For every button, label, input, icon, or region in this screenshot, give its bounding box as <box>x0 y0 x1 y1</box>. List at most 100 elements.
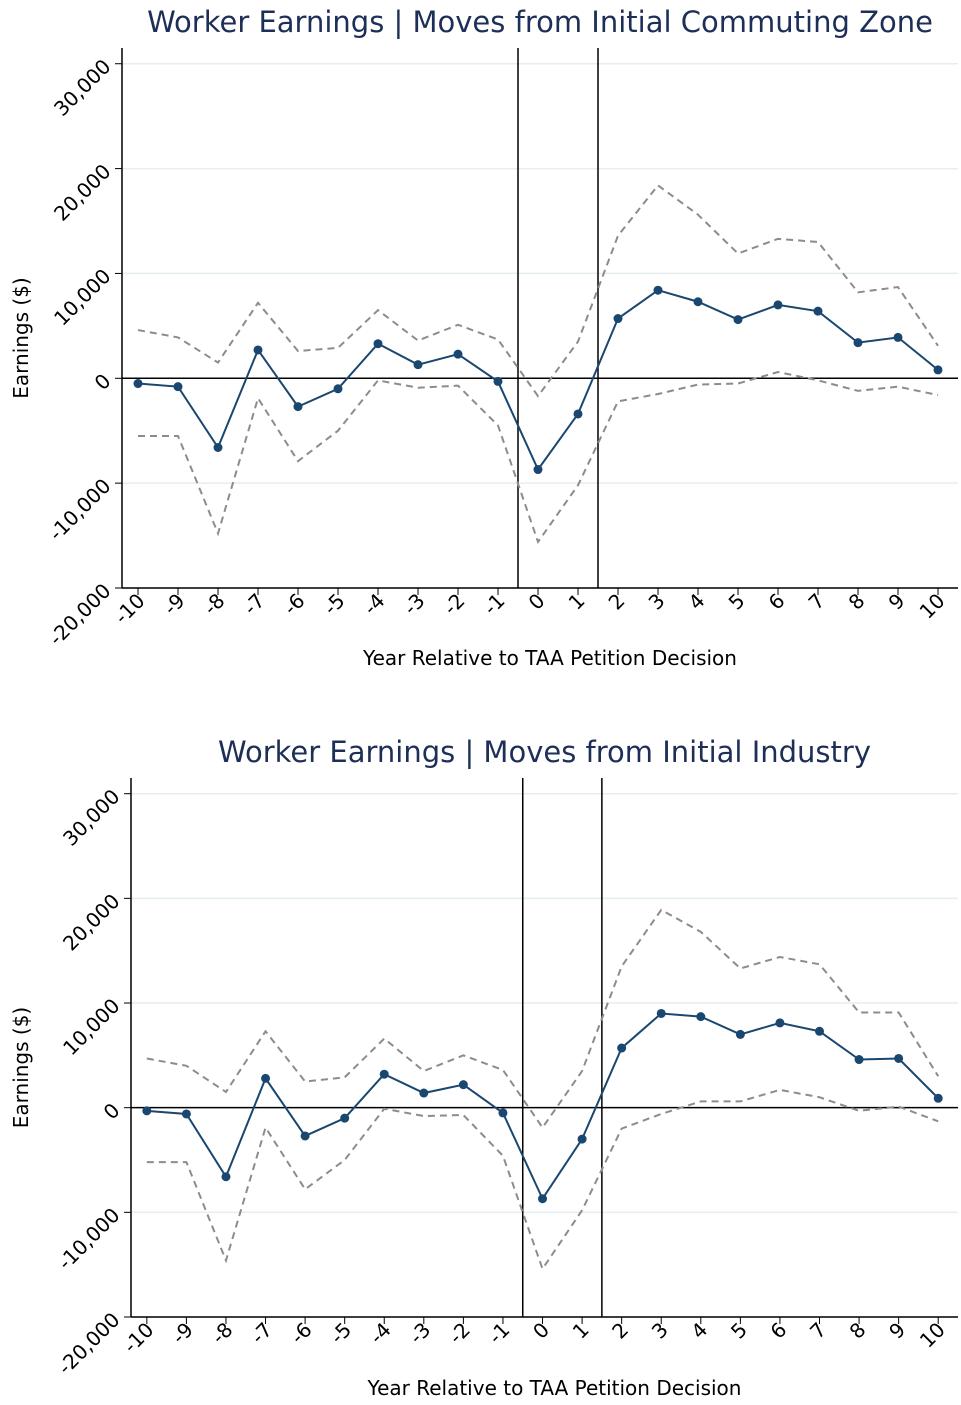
x-tick-label: 0 <box>524 589 550 615</box>
y-tick-label: -20,000 <box>53 1308 125 1380</box>
x-tick-label: 2 <box>607 1318 633 1344</box>
point <box>173 382 183 392</box>
x-tick-label: -5 <box>325 1318 356 1349</box>
y-tick-label: 0 <box>99 1098 125 1124</box>
point <box>300 1131 310 1141</box>
x-tick-label: 9 <box>884 589 910 615</box>
x-tick-label: 8 <box>845 1318 871 1344</box>
y-tick-label: 30,000 <box>49 54 115 120</box>
point <box>613 314 623 324</box>
x-tick-label: 0 <box>528 1318 554 1344</box>
chart: Worker Earnings | Moves from Initial Com… <box>9 5 958 670</box>
x-tick-label: 3 <box>647 1318 673 1344</box>
x-tick-label: -8 <box>206 1318 237 1349</box>
x-tick-label: 7 <box>804 589 830 615</box>
x-axis-label: Year Relative to TAA Petition Decision <box>362 646 737 670</box>
y-tick-label: 20,000 <box>49 159 115 225</box>
point <box>854 1055 864 1065</box>
point <box>933 365 943 375</box>
point <box>413 360 423 370</box>
point <box>253 345 263 355</box>
x-tick-label: 10 <box>915 1318 950 1353</box>
y-tick-label: -20,000 <box>44 579 116 651</box>
chart-title: Worker Earnings | Moves from Initial Ind… <box>218 735 871 769</box>
point <box>733 315 743 325</box>
point <box>573 409 583 419</box>
ci-line <box>138 370 939 545</box>
point <box>617 1043 627 1053</box>
point <box>693 297 703 307</box>
x-tick-label: -9 <box>167 1318 198 1349</box>
point <box>373 339 383 349</box>
x-tick-label: 3 <box>644 589 670 615</box>
point <box>453 349 463 359</box>
x-tick-label: 10 <box>915 589 950 624</box>
x-tick-label: 6 <box>764 589 790 615</box>
point <box>773 300 783 310</box>
x-tick-label: -1 <box>483 1318 514 1349</box>
x-axis-label: Year Relative to TAA Petition Decision <box>367 1376 742 1400</box>
x-tick-label: -7 <box>238 589 269 620</box>
point <box>213 442 223 452</box>
y-tick-label: 30,000 <box>58 784 124 850</box>
point <box>333 384 343 394</box>
y-axis-label: Earnings ($) <box>9 277 33 398</box>
point <box>577 1134 587 1144</box>
estimate-line <box>146 1012 939 1201</box>
chart: Worker Earnings | Moves from Initial Ind… <box>9 735 958 1400</box>
x-tick-label: -1 <box>478 589 509 620</box>
x-tick-label: -6 <box>278 589 309 620</box>
point <box>221 1172 231 1182</box>
point <box>340 1113 350 1123</box>
x-tick-label: -3 <box>398 589 429 620</box>
point <box>133 379 143 389</box>
ci-line <box>146 908 940 1130</box>
x-tick-label: -2 <box>444 1318 475 1349</box>
point <box>293 402 303 412</box>
point <box>735 1029 745 1039</box>
x-tick-label: 5 <box>726 1318 752 1344</box>
point <box>815 1026 825 1036</box>
point <box>379 1069 389 1079</box>
y-tick-label: -10,000 <box>53 1203 125 1275</box>
y-tick-label: 10,000 <box>58 994 124 1060</box>
ci-line <box>146 1088 939 1272</box>
x-tick-label: -2 <box>438 589 469 620</box>
point <box>813 306 823 316</box>
point <box>538 1194 548 1204</box>
point <box>696 1012 706 1022</box>
point <box>933 1093 943 1103</box>
x-tick-label: 6 <box>765 1318 791 1344</box>
point <box>261 1073 271 1083</box>
point <box>181 1109 191 1119</box>
x-tick-label: -3 <box>404 1318 435 1349</box>
point <box>894 1053 904 1063</box>
y-axis-label: Earnings ($) <box>9 1007 33 1128</box>
y-tick-label: 10,000 <box>49 264 115 330</box>
x-tick-label: -6 <box>286 1318 317 1349</box>
point <box>775 1018 785 1028</box>
x-tick-label: -4 <box>358 589 389 620</box>
point <box>853 338 863 348</box>
x-tick-label: 9 <box>884 1318 910 1344</box>
x-tick-label: -4 <box>365 1318 396 1349</box>
point <box>656 1008 666 1018</box>
x-tick-label: 4 <box>686 1318 712 1344</box>
y-tick-label: -10,000 <box>44 474 116 546</box>
x-tick-label: 5 <box>724 589 750 615</box>
x-tick-label: -7 <box>246 1318 277 1349</box>
x-tick-label: -5 <box>318 589 349 620</box>
x-tick-label: -9 <box>158 589 189 620</box>
point <box>419 1088 429 1098</box>
x-tick-label: -10 <box>109 589 149 629</box>
point <box>533 465 543 475</box>
point <box>458 1080 468 1090</box>
x-tick-label: 8 <box>844 589 870 615</box>
x-tick-label: 4 <box>684 589 710 615</box>
chart-title: Worker Earnings | Moves from Initial Com… <box>147 5 933 39</box>
point <box>498 1108 508 1118</box>
point <box>493 376 503 386</box>
x-tick-label: 1 <box>568 1318 594 1344</box>
x-tick-label: 7 <box>805 1318 831 1344</box>
